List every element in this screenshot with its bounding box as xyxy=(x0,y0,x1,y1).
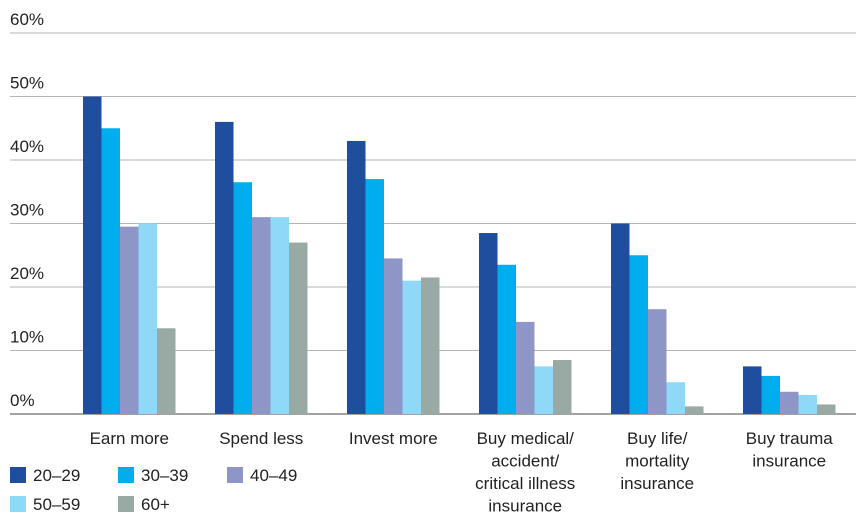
y-tick-label: 30% xyxy=(10,201,44,220)
bar-1-6 xyxy=(743,366,762,414)
bar-4-1 xyxy=(138,223,157,414)
bar-3-1 xyxy=(120,226,139,414)
bar-2-2 xyxy=(233,182,252,414)
bar-2-3 xyxy=(365,179,384,414)
category-label: mortality xyxy=(625,452,690,471)
bar-5-1 xyxy=(157,328,176,414)
bars xyxy=(83,96,836,415)
bar-1-3 xyxy=(347,140,366,414)
y-tick-label: 50% xyxy=(10,74,44,93)
bar-1-5 xyxy=(611,223,630,414)
bar-3-5 xyxy=(648,309,667,414)
bar-5-6 xyxy=(817,404,836,414)
category-label: Spend less xyxy=(219,429,303,448)
category-label: Buy life/ xyxy=(627,429,688,448)
legend-label: 30–39 xyxy=(141,466,188,485)
bar-3-3 xyxy=(384,258,403,414)
bar-2-5 xyxy=(629,255,648,414)
legend: 20–29 30–39 40–49 50–59 60+ xyxy=(10,466,297,514)
bar-1-1 xyxy=(83,96,102,414)
y-tick-label: 10% xyxy=(10,328,44,347)
bar-5-2 xyxy=(289,242,308,414)
bar-2-1 xyxy=(101,128,120,414)
y-tick-label: 60% xyxy=(10,10,44,29)
legend-label: 60+ xyxy=(141,495,170,514)
bar-4-3 xyxy=(402,280,421,414)
legend-swatch xyxy=(10,496,26,512)
bar-4-5 xyxy=(666,382,685,414)
x-axis-category-labels: Earn more Spend less Invest more Buy medica… xyxy=(90,429,834,516)
legend-swatch xyxy=(10,467,26,483)
category-label: Buy medical/ xyxy=(477,429,575,448)
bar-4-6 xyxy=(798,394,817,414)
bar-1-4 xyxy=(479,233,498,414)
bar-3-2 xyxy=(252,217,271,414)
bar-5-3 xyxy=(421,277,440,414)
category-label: critical illness xyxy=(475,474,575,493)
legend-label: 50–59 xyxy=(33,495,80,514)
legend-label: 40–49 xyxy=(250,466,297,485)
category-label: Invest more xyxy=(349,429,438,448)
bar-3-6 xyxy=(780,391,799,414)
legend-swatch xyxy=(118,467,134,483)
category-label: Buy trauma xyxy=(746,429,833,448)
bar-2-4 xyxy=(497,264,516,414)
bar-5-5 xyxy=(685,406,704,414)
bar-5-4 xyxy=(553,360,572,414)
bar-1-2 xyxy=(215,121,234,415)
y-tick-label: 0% xyxy=(10,391,35,410)
category-label: insurance xyxy=(620,474,694,493)
category-label: insurance xyxy=(752,452,826,471)
legend-swatch xyxy=(227,467,243,483)
legend-swatch xyxy=(118,496,134,512)
bar-2-6 xyxy=(761,375,780,414)
y-axis-tick-labels: 0% 10% 20% 30% 40% 50% 60% xyxy=(10,10,44,410)
category-label: accident/ xyxy=(491,452,559,471)
y-tick-label: 40% xyxy=(10,137,44,156)
bar-4-2 xyxy=(270,217,289,414)
category-label: insurance xyxy=(488,497,562,516)
category-label: Earn more xyxy=(90,429,169,448)
legend-label: 20–29 xyxy=(33,466,80,485)
bar-4-4 xyxy=(534,366,553,414)
y-tick-label: 20% xyxy=(10,264,44,283)
bar-3-4 xyxy=(516,321,535,414)
